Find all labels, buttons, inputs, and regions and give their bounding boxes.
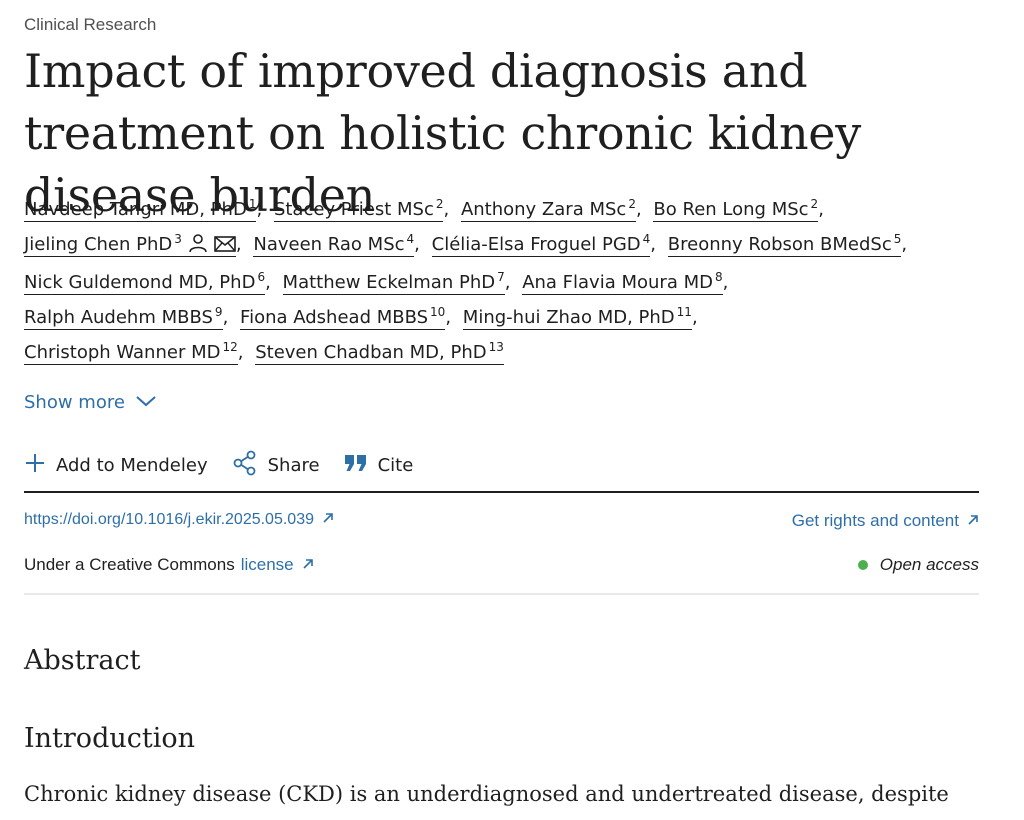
open-access-label: Open access — [879, 555, 979, 574]
author-link[interactable]: Christoph Wanner MD 12 — [24, 340, 238, 365]
introduction-paragraph: Chronic kidney disease (CKD) is an under… — [24, 782, 949, 806]
introduction-heading: Introduction — [24, 723, 195, 754]
author-link[interactable]: Matthew Eckelman PhD 7 — [282, 270, 505, 295]
article-category: Clinical Research — [24, 15, 157, 34]
quote-icon — [344, 453, 368, 478]
author-link[interactable]: Ralph Audehm MBBS 9 — [24, 305, 223, 330]
get-rights-link[interactable]: Get rights and content — [792, 511, 979, 531]
author-link[interactable]: Ming-hui Zhao MD, PhD 11 — [462, 305, 692, 330]
author-link[interactable]: Ana Flavia Moura MD 8 — [522, 270, 723, 295]
author-link[interactable]: Anthony Zara MSc 2 — [460, 197, 636, 222]
share-button[interactable]: Share — [232, 450, 320, 481]
author-link[interactable]: Nick Guldemond MD, PhD 6 — [24, 270, 266, 295]
author-list: Navdeep Tangri MD, PhD 1, Stacey Priest M… — [24, 197, 908, 365]
plus-icon — [24, 452, 46, 479]
open-access-dot-icon — [857, 560, 868, 570]
divider — [24, 593, 979, 595]
chevron-down-icon — [135, 392, 157, 413]
add-to-mendeley-button[interactable]: Add to Mendeley — [24, 452, 208, 479]
arrow-up-right-icon — [322, 511, 334, 529]
person-icon — [188, 230, 208, 265]
author-link[interactable]: Navdeep Tangri MD, PhD 1 — [24, 197, 257, 222]
author-link[interactable]: Fiona Adshead MBBS 10 — [240, 305, 446, 330]
license-link[interactable]: license — [241, 555, 314, 575]
author-link[interactable]: Bo Ren Long MSc 2 — [653, 197, 819, 222]
author-link[interactable]: Breonny Robson BMedSc 5 — [667, 232, 902, 257]
open-access-badge: Open access — [857, 555, 979, 575]
rights-label: Get rights and content — [791, 511, 959, 530]
article-actions: Add to Mendeley Share Cite — [24, 450, 437, 481]
author-link[interactable]: Stacey Priest MSc 2 — [273, 197, 444, 222]
license-link-label: license — [240, 555, 294, 574]
arrow-up-right-icon — [302, 555, 314, 575]
author-link-corresponding[interactable]: Jieling Chen PhD 3 — [24, 233, 236, 257]
license-prefix: Under a Creative Commons — [24, 555, 235, 574]
abstract-heading: Abstract — [24, 645, 141, 676]
author-link[interactable]: Naveen Rao MSc 4 — [253, 232, 415, 257]
cite-button[interactable]: Cite — [344, 453, 414, 478]
show-more-label: Show more — [24, 392, 125, 413]
share-label: Share — [267, 455, 320, 476]
show-more-button[interactable]: Show more — [24, 392, 157, 413]
add-to-mendeley-label: Add to Mendeley — [56, 455, 208, 476]
cite-label: Cite — [377, 455, 414, 476]
author-link[interactable]: Clélia-Elsa Froguel PGD 4 — [431, 232, 651, 257]
envelope-icon — [214, 230, 236, 265]
divider — [24, 491, 979, 493]
arrow-up-right-icon — [967, 511, 979, 531]
article-title: Impact of improved diagnosis and treatme… — [24, 44, 861, 222]
doi-text: https://doi.org/10.1016/j.ekir.2025.05.0… — [24, 511, 314, 528]
license-info: Under a Creative Commons license — [24, 555, 314, 575]
author-link[interactable]: Steven Chadban MD, PhD 13 — [255, 340, 504, 365]
share-icon — [232, 450, 258, 481]
doi-link[interactable]: https://doi.org/10.1016/j.ekir.2025.05.0… — [24, 511, 334, 529]
